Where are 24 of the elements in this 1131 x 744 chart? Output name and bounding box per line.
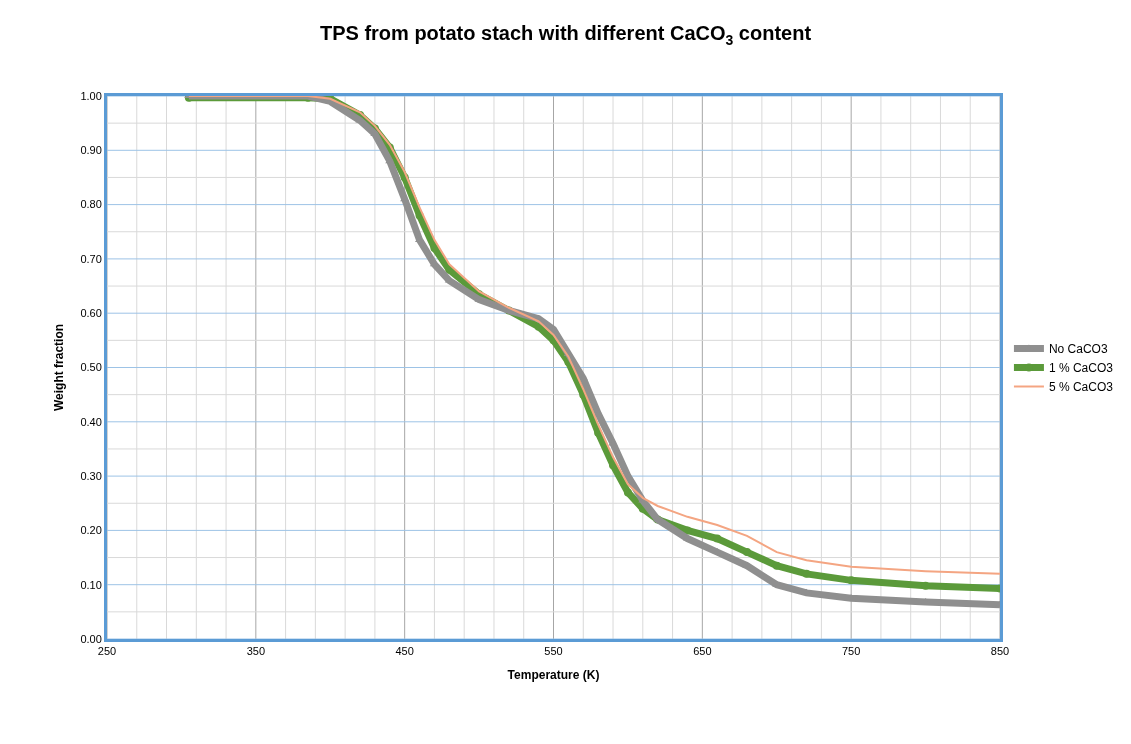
y-tick-label: 0.60 bbox=[80, 307, 102, 320]
y-tick-label: 0.50 bbox=[80, 361, 102, 374]
y-tick-label: 1.00 bbox=[80, 89, 102, 102]
y-tick-label: 0.90 bbox=[80, 144, 102, 157]
y-tick-label: 0.70 bbox=[80, 252, 102, 265]
y-axis-title: Weight fraction bbox=[51, 323, 66, 412]
x-tick-label: 650 bbox=[693, 645, 712, 658]
y-tick-label: 0.30 bbox=[80, 469, 102, 482]
y-tick-label: 0.10 bbox=[80, 578, 102, 591]
chart-title: TPS from potato stach with different CaCO$_{3}$ content bbox=[319, 22, 812, 48]
x-tick-label: 850 bbox=[990, 645, 1010, 658]
legend-label: 1 % CaCO3 bbox=[1048, 361, 1114, 376]
x-tick-label: 350 bbox=[246, 645, 266, 658]
y-tick-label: 0.80 bbox=[80, 198, 102, 211]
x-tick-label: 550 bbox=[544, 645, 563, 658]
legend-label: No CaCO3 bbox=[1048, 342, 1108, 357]
y-tick-label: 0.00 bbox=[80, 632, 102, 645]
x-axis-title: Temperature (K) bbox=[507, 668, 600, 683]
x-tick-label: 250 bbox=[97, 645, 117, 658]
x-tick-label: 750 bbox=[841, 645, 861, 658]
x-tick-label: 450 bbox=[395, 645, 414, 658]
y-tick-label: 0.40 bbox=[80, 415, 102, 428]
y-tick-label: 0.20 bbox=[80, 524, 102, 537]
legend-label: 5 % CaCO3 bbox=[1048, 380, 1114, 395]
